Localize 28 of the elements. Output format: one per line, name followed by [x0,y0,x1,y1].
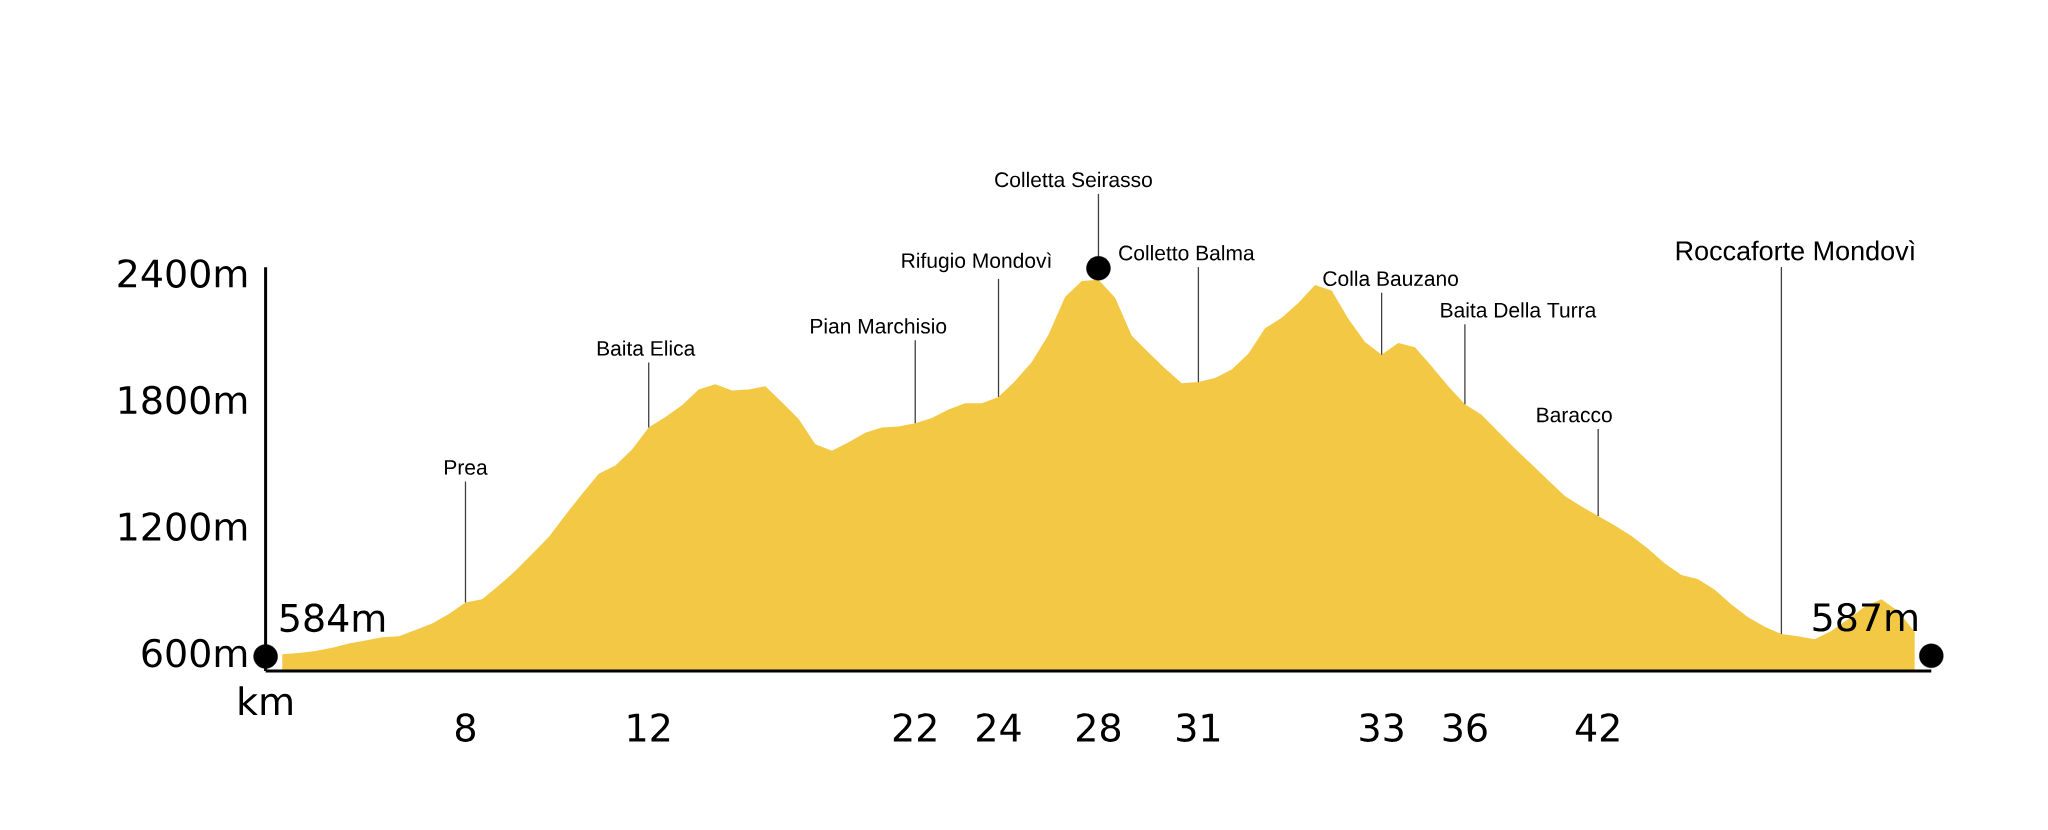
point [1086,256,1111,281]
x-tick-label: 33 [1360,713,1403,742]
x-tick-label: 24 [977,713,1021,742]
x-tick-label: 28 [1077,713,1121,742]
x-tick-label: 31 [1177,713,1220,742]
annotation: Baita Della Turra [1441,302,1597,318]
y-tick-label: 2400m [118,259,247,288]
x-tick-label: 22 [893,713,936,742]
annotation: Rifugio Mondovì [902,252,1051,273]
annotation: Baita Elica [597,340,696,356]
x-tick-label: 36 [1443,713,1487,742]
annotation: Colla Bauzano [1323,270,1458,287]
x-tick-label: 8 [455,713,475,742]
annotation: Pian Marchisio [811,318,947,334]
annotation: Colletta Seirasso [995,171,1152,188]
annotation: Prea [445,460,488,475]
x-tick-label: 42 [1575,713,1619,742]
x-tick-label: 12 [628,713,670,742]
y-tick-label: 1200m [119,512,247,541]
text: Roccaforte Mondovì [1676,240,1915,261]
annotation: Colletto Balma [1119,245,1255,261]
y-tick-label: 600m [142,638,247,668]
x-axis-title: km [239,686,292,716]
annotation: Baracco [1537,407,1612,423]
data-label: 584m [280,603,385,633]
y-tick-label: 1800m [119,385,247,415]
point [253,644,278,669]
point [1919,643,1944,669]
